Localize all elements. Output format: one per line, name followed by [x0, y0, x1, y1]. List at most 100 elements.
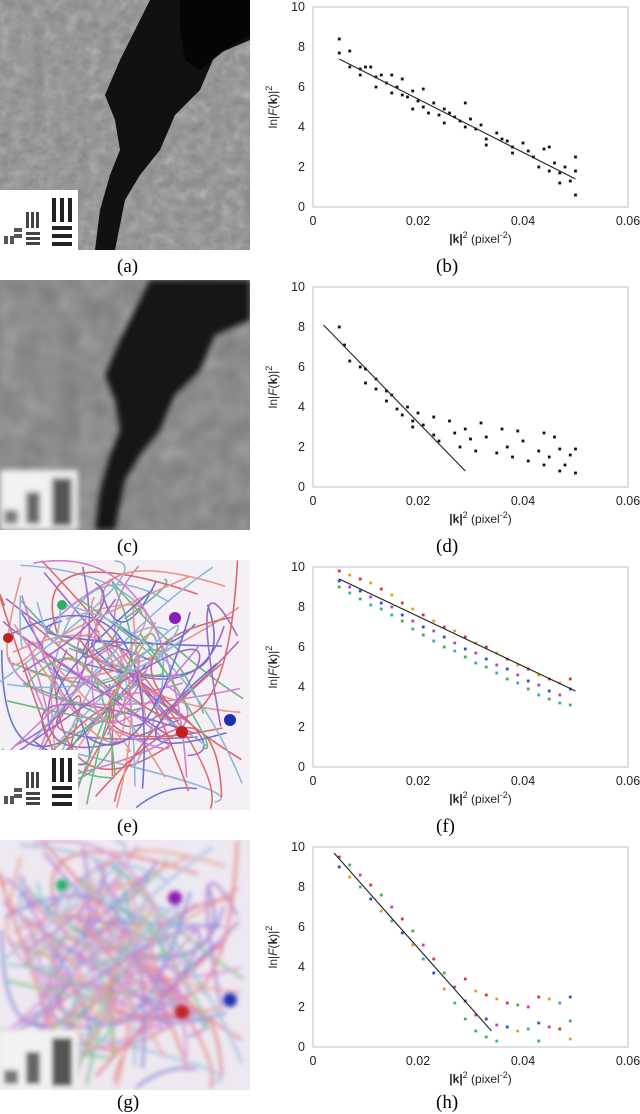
data-point: [563, 165, 567, 169]
caption-e: (e): [117, 816, 139, 837]
data-point: [505, 139, 509, 143]
plot-frame: [312, 846, 629, 1048]
y-axis-label: ln|F(k)|2: [264, 366, 280, 409]
data-point: [574, 447, 577, 451]
data-point: [463, 125, 467, 129]
data-point: [385, 389, 388, 393]
data-point: [495, 1039, 499, 1043]
data-point: [348, 65, 352, 69]
data-point: [427, 111, 430, 115]
fit-line: [333, 852, 492, 1032]
data-point: [484, 645, 488, 649]
x-tick-label: 0.02: [406, 494, 430, 508]
data-point: [406, 95, 409, 99]
data-point: [537, 1039, 541, 1043]
data-point: [348, 49, 352, 53]
data-point: [547, 169, 551, 173]
data-point: [348, 875, 352, 879]
y-tick-label: 6: [298, 80, 305, 94]
data-point: [568, 995, 572, 999]
data-point: [474, 1013, 478, 1017]
data-point: [379, 587, 383, 591]
data-point: [537, 1021, 541, 1025]
data-point: [558, 701, 562, 705]
data-point: [558, 447, 562, 451]
data-point: [358, 577, 362, 581]
plot-frame: [312, 286, 629, 488]
data-point: [390, 593, 394, 597]
y-tick-label: 8: [298, 320, 305, 334]
data-point: [400, 931, 404, 935]
data-point: [432, 433, 436, 437]
data-point: [379, 73, 383, 77]
data-point: [505, 445, 509, 449]
x-tick-label: 0: [310, 214, 317, 228]
data-point: [484, 435, 488, 439]
data-point: [458, 445, 462, 449]
data-point: [474, 1029, 478, 1033]
data-point: [568, 179, 572, 183]
plot-h: 0 2 4 6 8 10 0 0.02 0.04 0.06 |k|2 (pixel-2) ln|F(k…: [258, 840, 640, 1100]
data-point: [437, 439, 441, 443]
data-point: [411, 107, 415, 111]
data-point: [500, 137, 504, 141]
data-point: [568, 1019, 572, 1023]
data-point: [421, 87, 425, 91]
data-point: [558, 469, 562, 473]
data-point: [432, 101, 436, 105]
fiber-network-image-blurred: [0, 840, 250, 1090]
data-point: [400, 413, 404, 417]
data-point: [511, 151, 514, 155]
data-point: [442, 625, 446, 629]
data-point: [547, 689, 551, 693]
data-point: [348, 863, 352, 867]
data-point: [448, 419, 451, 423]
data-point: [495, 1023, 499, 1027]
x-axis-label: |k|2 (pixel-2): [449, 510, 511, 526]
data-point: [505, 667, 509, 671]
data-point: [526, 1005, 530, 1009]
data-point: [453, 1001, 457, 1005]
data-point: [547, 1025, 551, 1029]
y-tick-label: 8: [298, 40, 305, 54]
data-point: [558, 1027, 562, 1031]
y-tick-label: 10: [291, 0, 305, 14]
data-point: [553, 161, 556, 165]
x-tick-label: 0: [310, 774, 317, 788]
x-tick-label: 0.06: [616, 494, 640, 508]
data-point: [568, 453, 572, 457]
y-tick-label: 8: [298, 880, 305, 894]
x-tick-label: 0.04: [511, 494, 535, 508]
data-point: [400, 917, 404, 921]
data-point: [558, 181, 562, 185]
x-tick-label: 0: [310, 1054, 317, 1068]
fiber-network-image-sharp: [0, 560, 250, 810]
data-point: [516, 663, 520, 667]
data-point: [526, 687, 530, 691]
data-point: [479, 421, 483, 425]
data-point: [484, 1017, 488, 1021]
data-point: [400, 77, 404, 81]
data-point: [442, 121, 446, 125]
data-point: [390, 905, 394, 909]
data-point: [526, 149, 530, 153]
y-tick-label: 6: [298, 640, 305, 654]
data-point: [484, 137, 488, 141]
data-point: [474, 449, 478, 453]
data-point: [568, 703, 572, 707]
data-point: [421, 625, 425, 629]
data-point: [411, 619, 415, 623]
fit-line: [339, 58, 576, 180]
data-point: [406, 405, 409, 409]
x-tick-label: 0.06: [616, 214, 640, 228]
data-point: [474, 989, 478, 993]
data-point: [374, 75, 378, 79]
data-point: [369, 65, 373, 69]
data-point: [547, 697, 551, 701]
data-point: [505, 1025, 509, 1029]
data-point: [358, 885, 362, 889]
data-point: [463, 635, 467, 639]
plot-d: 0 2 4 6 8 10 0 0.02 0.04 0.06 |k|2 (pixel-2) ln|F(k…: [258, 280, 640, 540]
data-point: [374, 387, 378, 391]
data-point: [358, 73, 362, 77]
